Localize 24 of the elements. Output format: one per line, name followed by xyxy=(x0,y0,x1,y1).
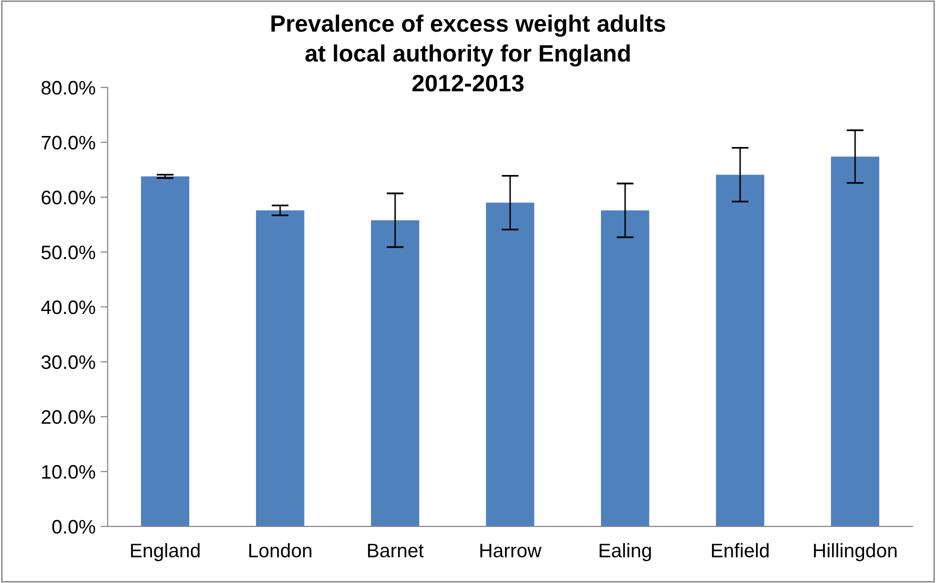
x-tick-label: Ealing xyxy=(600,543,651,562)
y-tick-label: 0.0% xyxy=(52,520,96,534)
bar xyxy=(486,202,534,526)
bar xyxy=(830,156,880,526)
x-tick-label: London xyxy=(249,543,312,558)
y-tick-label: 80.0% xyxy=(42,80,96,95)
x-tick-label: Harrow xyxy=(480,544,542,558)
y-tick-label: 40.0% xyxy=(41,300,96,314)
y-tick-label: 70.0% xyxy=(42,136,96,150)
x-tick-label: Barnet xyxy=(368,544,424,558)
x-tick-label: Hillingdon xyxy=(814,543,897,562)
chart-title: Prevalence of excess weight adults at local authority for England 2012-2013 xyxy=(271,14,666,92)
y-tick-label: 60.0% xyxy=(42,190,96,204)
x-tick-label: England xyxy=(131,543,200,562)
y-tick-label: 30.0% xyxy=(41,355,96,370)
y-tick-label: 10.0% xyxy=(42,465,96,479)
bar xyxy=(600,210,650,526)
bar xyxy=(256,210,304,526)
bar xyxy=(140,176,190,526)
bar xyxy=(370,220,420,526)
y-tick-label: 20.0% xyxy=(42,410,96,424)
bar xyxy=(716,174,764,526)
y-tick-label: 50.0% xyxy=(41,246,96,260)
x-tick-label: Enfield xyxy=(712,543,769,558)
